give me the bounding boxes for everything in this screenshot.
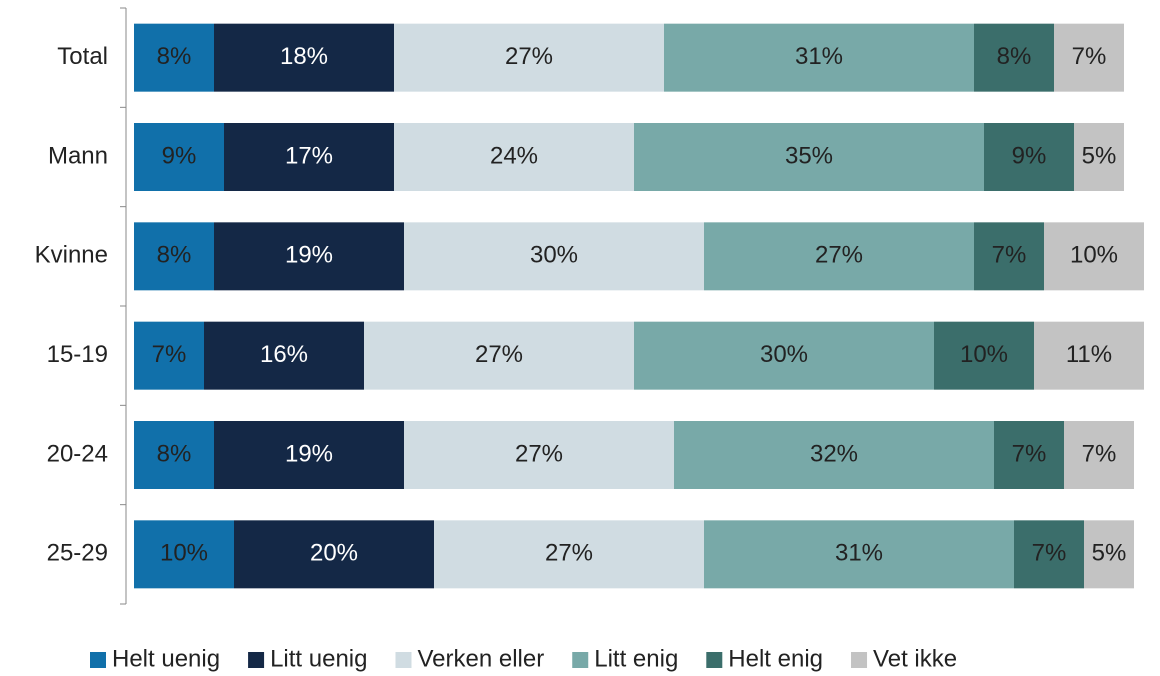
bar-segment (214, 421, 404, 489)
bar-segment (974, 222, 1044, 291)
data-label: 7% (1082, 440, 1117, 467)
bar-segment (134, 222, 214, 291)
data-label: 19% (285, 440, 333, 467)
bar-segment (394, 123, 634, 191)
data-label: 27% (545, 540, 593, 567)
data-label: 27% (475, 341, 523, 368)
data-label: 8% (157, 43, 192, 70)
bar-segment (1084, 520, 1134, 589)
legend-label: Litt enig (594, 645, 678, 672)
bar-segment (134, 520, 234, 589)
bar-segment (984, 123, 1074, 191)
bar-segment (394, 23, 664, 92)
data-label: 8% (157, 440, 192, 467)
bar-segment (1074, 123, 1124, 191)
legend-label: Verken eller (417, 645, 544, 672)
legend-label: Litt uenig (270, 645, 367, 672)
data-label: 10% (960, 341, 1008, 368)
category-label: Mann (48, 142, 108, 169)
bar-segment (1054, 23, 1124, 92)
bar-segment (1014, 520, 1084, 589)
data-label: 30% (530, 242, 578, 269)
data-label: 9% (1012, 142, 1047, 169)
bar-segment (674, 421, 994, 489)
bar-segment (404, 421, 674, 489)
bar-segment (134, 123, 224, 191)
legend-swatch (706, 652, 723, 668)
data-label: 5% (1092, 540, 1127, 567)
bar-segment (994, 421, 1064, 489)
data-label: 7% (992, 242, 1027, 269)
bar-segment (1034, 321, 1144, 390)
data-label: 11% (1066, 341, 1112, 368)
legend-label: Vet ikke (873, 645, 957, 672)
data-label: 30% (760, 341, 808, 368)
data-label: 7% (1032, 540, 1067, 567)
legend-swatch (90, 652, 106, 668)
bar-segment (214, 23, 394, 92)
bar-segment (434, 520, 704, 589)
data-label: 32% (810, 440, 858, 467)
data-label: 35% (785, 142, 833, 169)
legend-swatch (572, 652, 589, 668)
bar-segment (134, 421, 214, 489)
data-label: 8% (157, 242, 192, 269)
data-label: 17% (285, 142, 333, 169)
legend-label: Helt enig (728, 645, 823, 672)
data-label: 5% (1082, 142, 1117, 169)
bar-segment (634, 123, 984, 191)
data-label: 20% (310, 540, 358, 567)
data-label: 31% (795, 43, 843, 70)
legend-label: Helt uenig (112, 645, 220, 672)
data-label: 7% (152, 341, 187, 368)
category-label: 20-24 (47, 440, 108, 467)
bar-segment (974, 23, 1054, 92)
data-label: 7% (1012, 440, 1047, 467)
bar-segment (364, 321, 634, 390)
data-label: 9% (162, 142, 197, 169)
bar-segment (634, 321, 934, 390)
data-label: 27% (815, 242, 863, 269)
data-label: 10% (160, 540, 208, 567)
bar-segment (704, 520, 1014, 589)
legend-swatch (395, 652, 412, 668)
bar-segment (934, 321, 1034, 390)
data-label: 18% (280, 43, 328, 70)
bar-segment (134, 321, 204, 390)
bar-segment (204, 321, 364, 390)
bar-segment (224, 123, 394, 191)
category-label: 25-29 (47, 540, 108, 567)
data-label: 27% (515, 440, 563, 467)
category-label: Total (57, 43, 108, 70)
bar-segment (1044, 222, 1144, 291)
bar-segment (234, 520, 434, 589)
data-label: 24% (490, 142, 538, 169)
bar-segment (704, 222, 974, 291)
data-label: 8% (997, 43, 1032, 70)
bar-segment (134, 23, 214, 92)
category-label: 15-19 (47, 341, 108, 368)
data-label: 31% (835, 540, 883, 567)
data-label: 16% (260, 341, 308, 368)
data-label: 10% (1070, 242, 1118, 269)
bar-segment (1064, 421, 1134, 489)
bar-segment (664, 23, 974, 92)
legend-swatch (851, 652, 868, 668)
bar-segment (404, 222, 704, 291)
data-label: 7% (1072, 43, 1107, 70)
legend-swatch (248, 652, 265, 668)
data-label: 19% (285, 242, 333, 269)
bar-segment (214, 222, 404, 291)
data-label: 27% (505, 43, 553, 70)
category-label: Kvinne (35, 242, 108, 269)
